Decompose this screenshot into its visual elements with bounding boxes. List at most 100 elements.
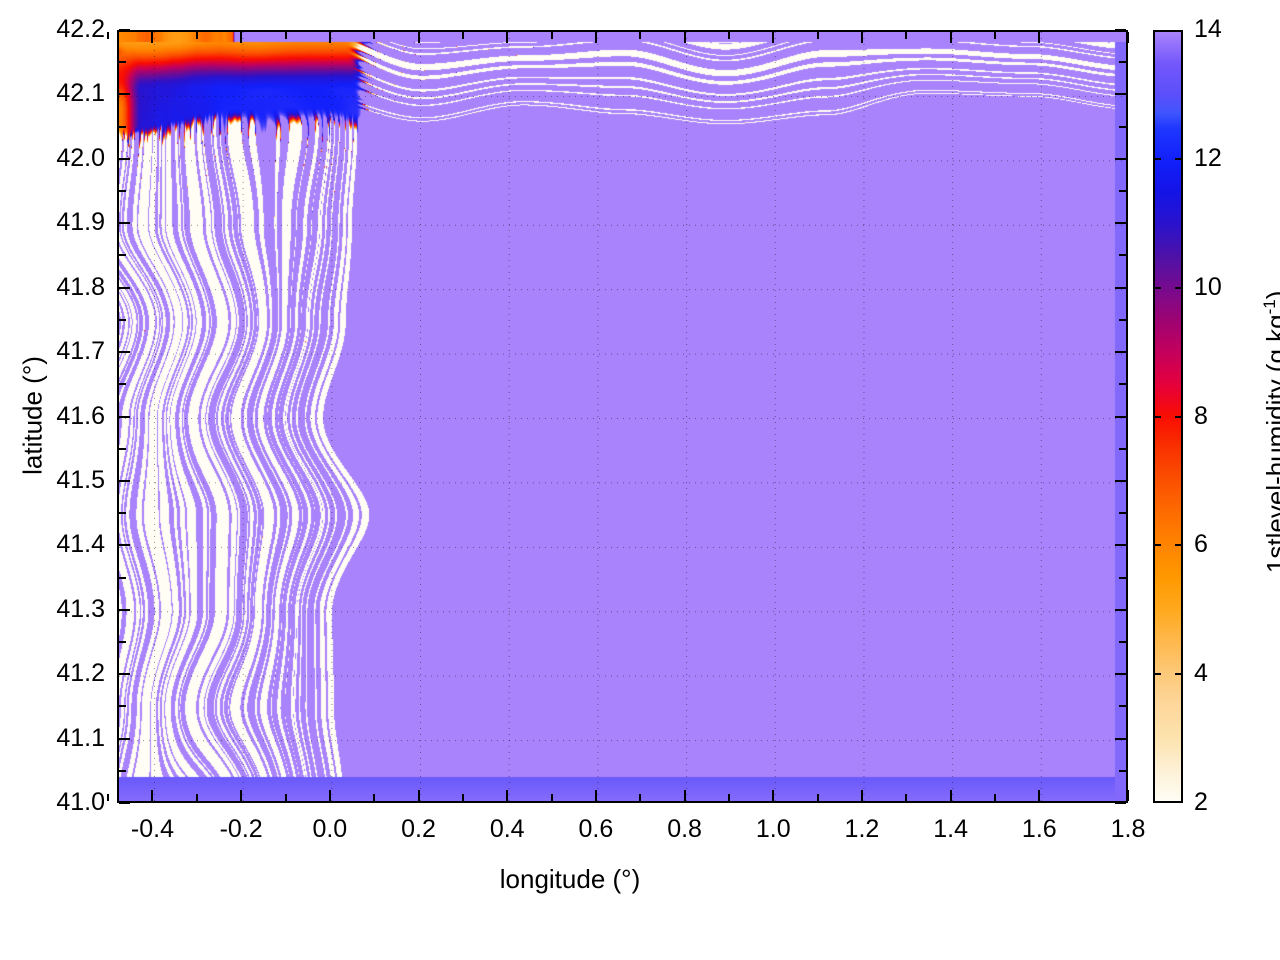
y-tick-major-right: [1115, 93, 1126, 96]
y-tick-major-right: [1115, 544, 1126, 547]
x-tick-label: 1.6: [1021, 815, 1057, 843]
y-tick-major-right: [1115, 608, 1126, 611]
y-tick-minor: [119, 769, 126, 772]
colorbar-tick: [1153, 415, 1161, 418]
x-tick-minor-top: [639, 32, 642, 39]
colorbar-title-tail: ): [1261, 291, 1280, 300]
x-tick-label: 0.6: [578, 815, 614, 843]
x-tick-major-top: [328, 32, 331, 43]
x-tick-major-top: [506, 32, 509, 43]
colorbar-tick-label: 14: [1194, 15, 1222, 43]
x-tick-minor: [461, 794, 464, 801]
colorbar-tick-label: 8: [1194, 401, 1208, 430]
y-tick-minor-right: [1119, 769, 1126, 772]
y-tick-minor: [119, 61, 126, 64]
x-tick-major: [417, 790, 420, 801]
x-tick-major: [772, 790, 775, 801]
y-tick-major-right: [1115, 351, 1126, 354]
y-tick-major: [119, 544, 130, 547]
x-tick-major-top: [594, 32, 597, 43]
x-tick-label: 1.4: [933, 815, 968, 843]
grid-lines: [119, 32, 1126, 801]
y-tick-major: [119, 802, 130, 804]
y-tick-major: [119, 286, 130, 289]
x-tick-label: 1.2: [844, 815, 880, 843]
x-tick-minor: [107, 794, 110, 801]
y-tick-major: [119, 157, 130, 160]
x-tick-major: [506, 790, 509, 801]
y-tick-major: [119, 351, 130, 354]
x-tick-major: [240, 790, 243, 801]
humidity-heatmap-canvas: [119, 32, 1126, 801]
x-tick-label: 0.8: [667, 815, 702, 843]
y-tick-major-right: [1115, 479, 1126, 482]
y-tick-major: [119, 479, 130, 482]
x-tick-minor-top: [905, 32, 908, 39]
y-tick-major: [119, 222, 130, 225]
colorbar-title-exponent: -1: [1260, 299, 1280, 315]
y-tick-major-right: [1115, 157, 1126, 160]
y-tick-minor: [119, 447, 126, 450]
colorbar-tick: [1175, 286, 1183, 289]
y-tick-minor-right: [1119, 512, 1126, 515]
x-tick-minor-top: [993, 32, 996, 39]
x-tick-minor-top: [816, 32, 819, 39]
colorbar-tick-label: 2: [1194, 788, 1208, 816]
x-tick-label: 0.4: [489, 815, 525, 843]
x-tick-major-top: [683, 32, 686, 43]
y-tick-major: [119, 93, 130, 96]
x-tick-major: [151, 790, 154, 801]
x-tick-major: [949, 790, 952, 801]
y-tick-major-right: [1115, 29, 1126, 31]
x-tick-minor: [550, 794, 553, 801]
colorbar-tick: [1175, 415, 1183, 418]
y-tick-major-right: [1115, 673, 1126, 676]
x-tick-minor-top: [373, 32, 376, 39]
y-tick-major: [119, 737, 130, 740]
colorbar-tick-label: 6: [1194, 530, 1208, 559]
x-tick-label: 1.8: [1110, 815, 1146, 843]
x-tick-minor-top: [461, 32, 464, 39]
y-tick-minor-right: [1119, 447, 1126, 450]
x-tick-minor: [905, 794, 908, 801]
y-tick-label: 41.1: [56, 723, 105, 752]
y-tick-major: [119, 608, 130, 611]
x-tick-major: [683, 790, 686, 801]
y-tick-minor-right: [1119, 705, 1126, 708]
colorbar-tick: [1153, 673, 1161, 676]
colorbar-tick: [1153, 286, 1161, 289]
colorbar-tick: [1175, 673, 1183, 676]
y-tick-minor: [119, 125, 126, 128]
x-tick-major-top: [417, 32, 420, 43]
x-tick-minor: [816, 794, 819, 801]
y-tick-minor-right: [1119, 254, 1126, 257]
y-tick-major-right: [1115, 737, 1126, 740]
colorbar-tick-label: 10: [1194, 272, 1222, 301]
colorbar-title: 1stlevel-humidity (g kg-1): [1260, 172, 1280, 692]
map-plot-area[interactable]: [117, 30, 1128, 803]
y-tick-label: 41.2: [56, 659, 105, 688]
x-tick-major: [1038, 790, 1041, 801]
y-tick-minor: [119, 383, 126, 386]
x-tick-major: [860, 790, 863, 801]
y-tick-major-right: [1115, 415, 1126, 418]
y-tick-label: 41.9: [56, 208, 105, 237]
y-tick-minor-right: [1119, 61, 1126, 64]
y-tick-minor-right: [1119, 318, 1126, 321]
colorbar-tick-label: 4: [1194, 659, 1208, 688]
x-tick-minor: [284, 794, 287, 801]
y-tick-minor-right: [1119, 640, 1126, 643]
y-tick-label: 41.5: [56, 465, 105, 494]
x-tick-minor: [993, 794, 996, 801]
y-tick-label: 41.6: [56, 401, 105, 430]
colorbar-tick: [1175, 157, 1183, 160]
y-tick-major-right: [1115, 222, 1126, 225]
y-tick-minor: [119, 318, 126, 321]
x-tick-label: 0.2: [401, 815, 436, 843]
x-tick-minor: [373, 794, 376, 801]
y-tick-minor-right: [1119, 383, 1126, 386]
colorbar-tick: [1153, 544, 1161, 547]
y-tick-label: 41.3: [56, 594, 105, 623]
x-tick-minor-top: [284, 32, 287, 39]
x-tick-major-top: [772, 32, 775, 43]
